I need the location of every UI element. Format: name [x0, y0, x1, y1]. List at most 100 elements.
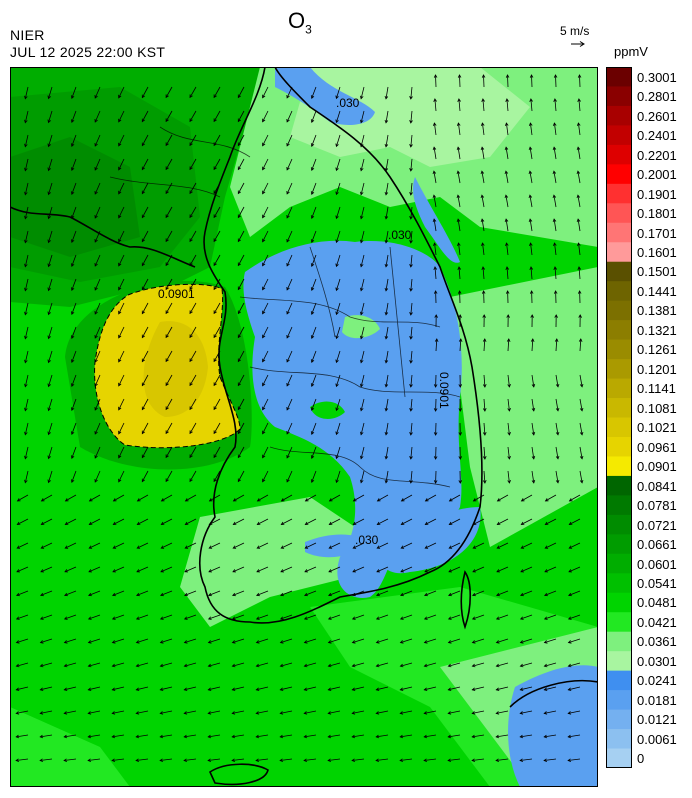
wind-arrow-head — [262, 334, 266, 339]
wind-arrow — [410, 326, 413, 339]
wind-arrow — [137, 542, 149, 549]
wind-arrow — [520, 614, 533, 620]
wind-arrow — [233, 518, 245, 525]
wind-arrow — [233, 494, 245, 502]
wind-arrow-head — [351, 592, 356, 597]
wind-arrow — [94, 422, 101, 435]
wind-arrow-head — [579, 383, 584, 388]
wind-arrow-head — [552, 218, 557, 223]
wind-arrow — [48, 254, 53, 267]
wind-arrow — [189, 86, 197, 98]
wind-arrow — [483, 470, 486, 484]
wind-arrow-head — [447, 592, 452, 597]
wind-arrow — [94, 230, 101, 243]
wind-arrow — [286, 230, 293, 243]
wind-arrow — [213, 398, 221, 410]
wind-arrow — [262, 230, 269, 242]
wind-arrow-head — [303, 758, 308, 762]
wind-arrow — [141, 326, 149, 338]
colorbar-tick-label: 0.1321 — [637, 322, 677, 338]
wind-arrow — [472, 590, 485, 596]
wind-arrow-head — [111, 711, 116, 715]
wind-arrow — [48, 446, 53, 459]
wind-arrow-head — [64, 569, 69, 573]
wind-arrow-head — [286, 454, 290, 459]
wind-arrow-head — [286, 238, 290, 243]
wind-arrow — [448, 566, 461, 573]
wind-arrow-head — [360, 407, 364, 412]
wind-arrow — [141, 398, 149, 410]
wind-arrow — [376, 638, 389, 643]
wind-arrow-head — [384, 191, 389, 196]
wind-arrow — [400, 734, 413, 738]
wind-arrow — [410, 278, 413, 291]
wind-arrow-head — [118, 262, 122, 267]
colorbar-swatch — [606, 242, 632, 263]
wind-arrow-head — [87, 592, 92, 597]
wind-arrow-head — [24, 407, 28, 412]
wind-arrow — [165, 206, 173, 218]
wind-arrow — [160, 614, 173, 620]
wind-arrow — [88, 638, 101, 643]
wind-arrow-head — [286, 190, 290, 195]
colorbar-swatch — [606, 631, 632, 652]
wind-arrow — [457, 219, 461, 232]
wind-arrow-head — [165, 430, 169, 435]
wind-arrow-head — [118, 142, 122, 147]
wind-arrow-head — [159, 711, 164, 715]
wind-arrow — [262, 158, 269, 170]
wind-arrow-head — [40, 569, 45, 573]
wind-arrow — [400, 590, 413, 596]
wind-arrow — [24, 422, 29, 435]
wind-arrow — [24, 470, 29, 483]
colorbar-swatch — [606, 359, 632, 380]
colorbar-swatch — [606, 748, 632, 768]
wind-arrow — [40, 758, 53, 761]
wind-arrow-head — [335, 167, 339, 172]
colorbar-swatch — [606, 86, 632, 107]
wind-arrow-head — [63, 640, 68, 644]
colorbar-tick-label: 0.0481 — [637, 595, 677, 611]
wind-arrow-head — [159, 616, 164, 620]
wind-arrow — [400, 710, 413, 714]
wind-arrow-head — [335, 287, 339, 292]
wind-arrow-head — [577, 98, 581, 102]
wind-arrow — [496, 710, 509, 714]
wind-arrow-head — [118, 406, 122, 411]
wind-arrow — [94, 374, 101, 387]
colorbar-swatch — [606, 651, 632, 672]
wind-arrow-head — [165, 142, 169, 147]
wind-arrow-head — [207, 640, 212, 644]
wind-arrow-head — [567, 616, 572, 620]
wind-arrow-head — [480, 170, 485, 175]
wind-arrow — [141, 134, 149, 146]
wind-arrow-head — [304, 545, 309, 549]
wind-arrow — [305, 542, 317, 549]
wind-arrow — [237, 350, 245, 362]
wind-arrow — [311, 86, 317, 99]
wind-arrow — [410, 422, 413, 435]
wind-arrow-head — [286, 382, 290, 387]
wind-arrow-head — [432, 146, 437, 151]
wind-arrow-head — [433, 290, 438, 294]
wind-arrow-head — [47, 431, 51, 436]
wind-arrow-head — [286, 334, 290, 339]
ozone-low-region-east-coast — [413, 177, 460, 263]
wind-arrow — [336, 302, 341, 315]
wind-arrow — [531, 470, 535, 483]
wind-arrow — [16, 566, 29, 573]
wind-arrow-head — [262, 94, 266, 99]
wind-arrow — [160, 566, 173, 573]
wind-arrow-head — [504, 218, 509, 223]
wind-arrow — [280, 686, 293, 691]
wind-arrow-head — [237, 94, 242, 99]
wind-arrow-head — [304, 521, 309, 525]
wind-arrow-head — [165, 478, 169, 483]
wind-arrow — [48, 374, 53, 387]
wind-arrow-head — [136, 569, 141, 573]
wind-arrow-head — [71, 455, 75, 459]
wind-arrow-head — [456, 170, 461, 175]
japan-coast — [509, 679, 598, 708]
ozone-low-region-peninsula — [243, 240, 462, 598]
wind-arrow — [237, 158, 245, 170]
